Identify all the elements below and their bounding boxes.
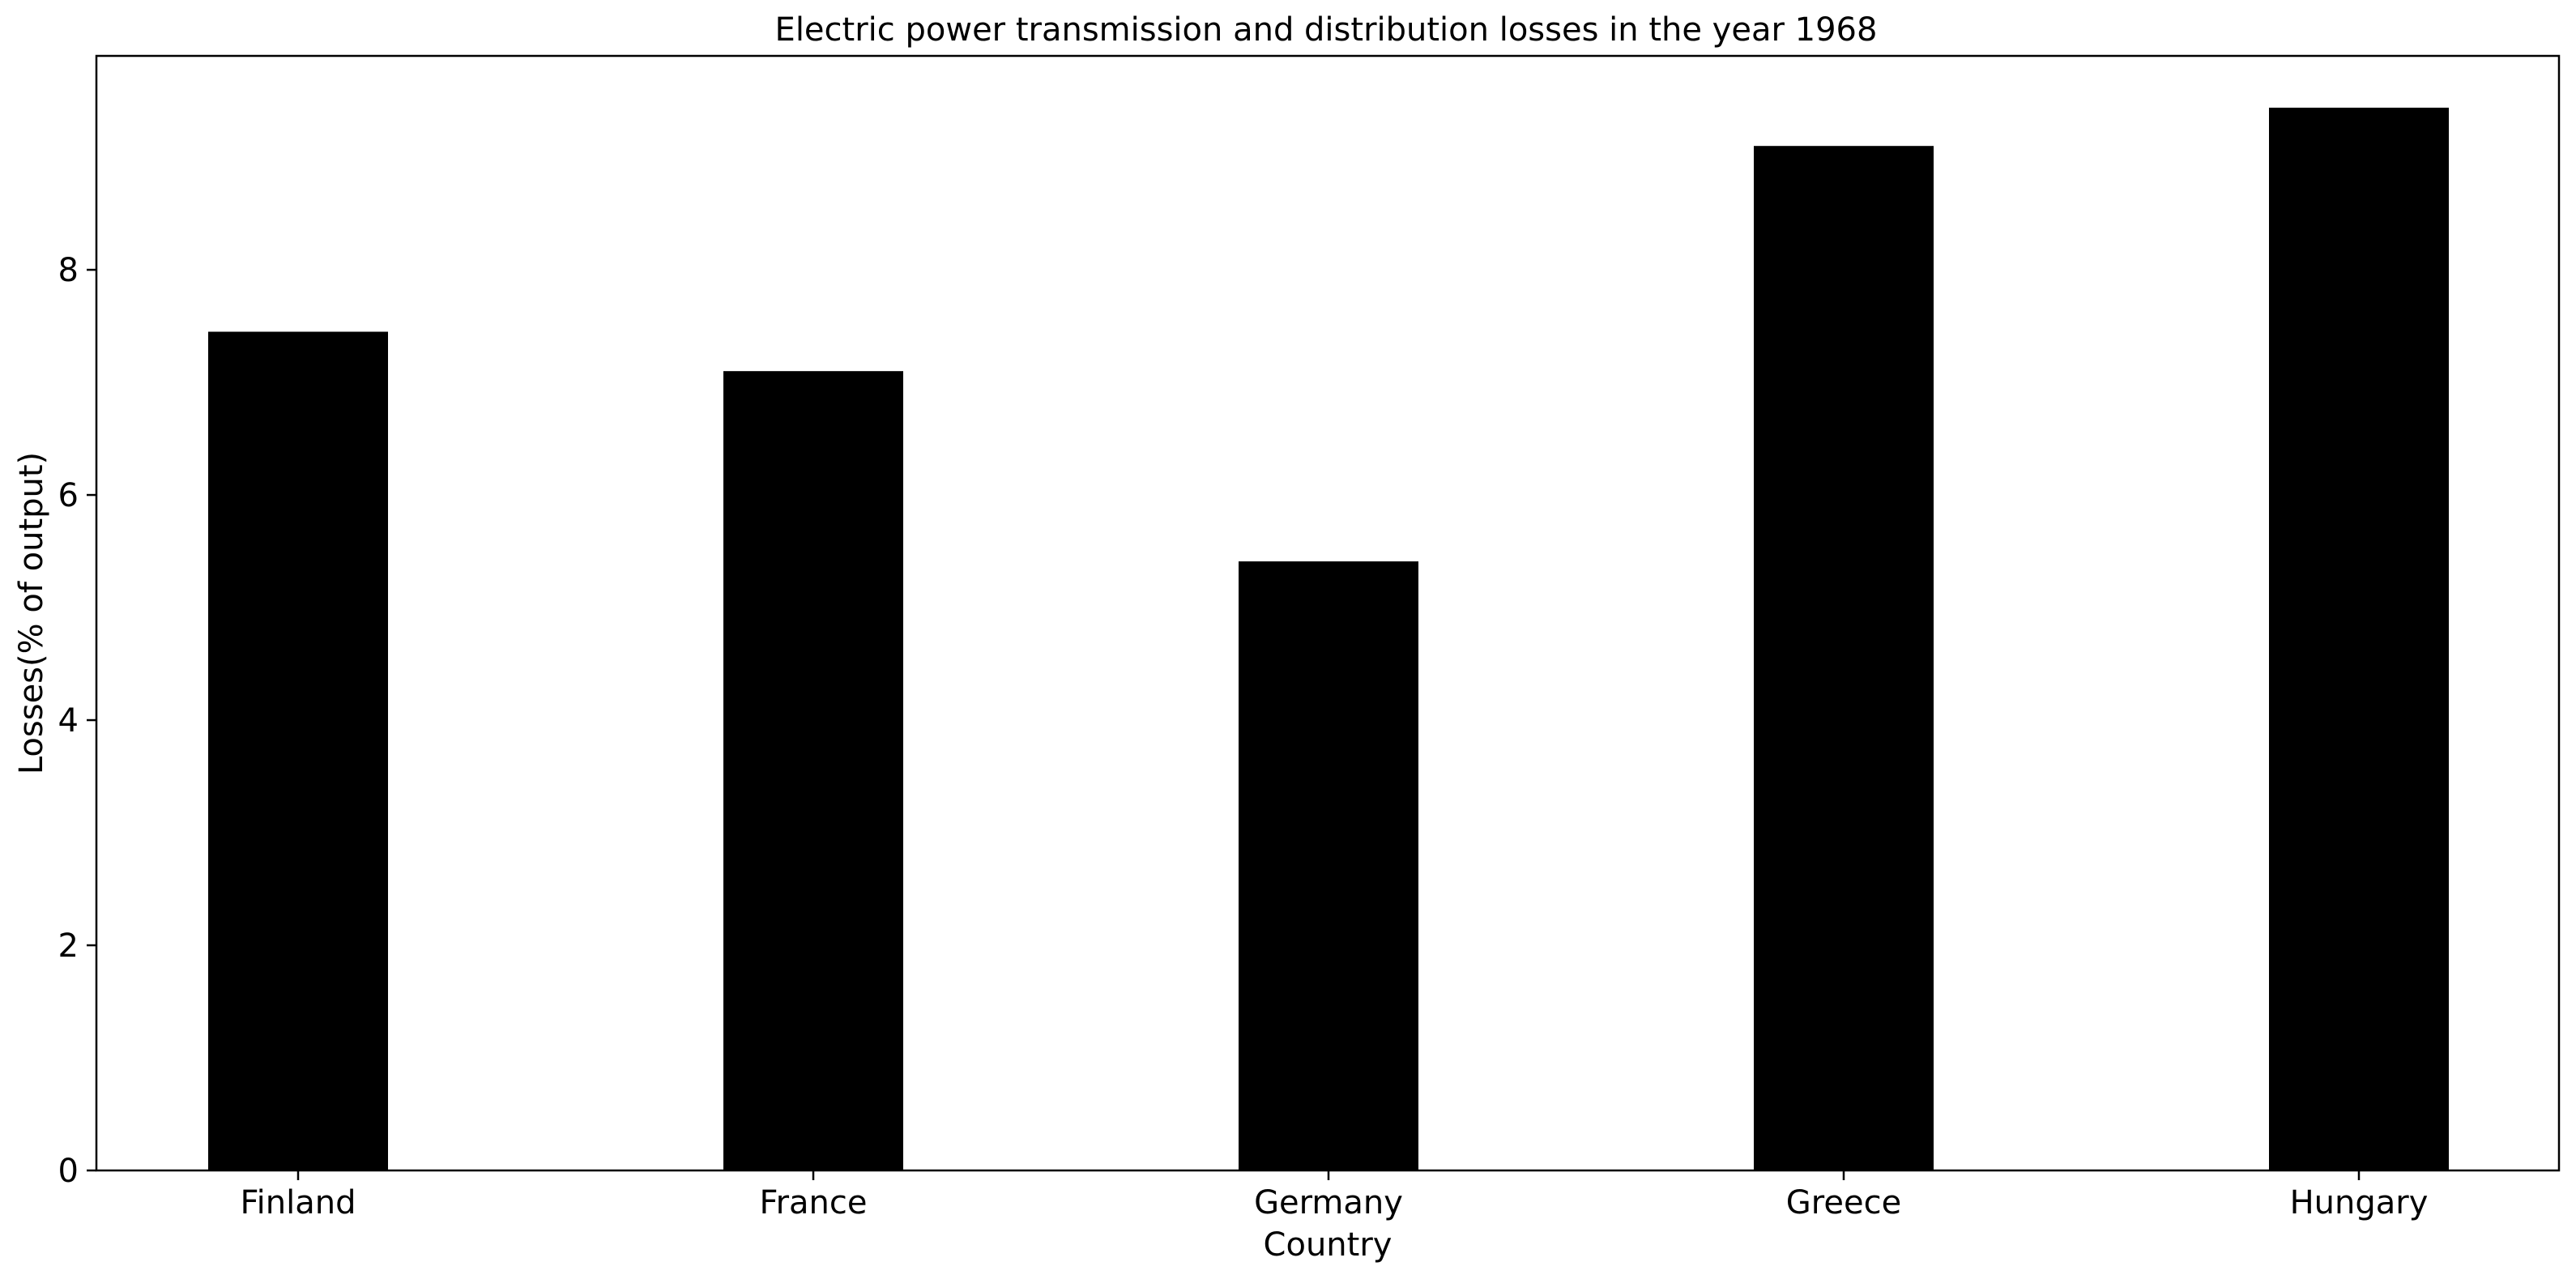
x-axis-label: Country	[1264, 1226, 1392, 1264]
y-tick-label: 6	[58, 477, 79, 514]
y-tick-label: 4	[58, 702, 79, 740]
y-axis: 0 2 4 6 8	[58, 252, 96, 1190]
x-tick-label: Germany	[1254, 1184, 1403, 1221]
plot-frame	[95, 54, 2561, 1172]
bar	[1754, 146, 1934, 1171]
x-tick-label: Greece	[1786, 1184, 1901, 1221]
bar	[208, 331, 388, 1170]
y-tick-label: 0	[58, 1153, 79, 1190]
y-axis-label: Losses(% of output)	[13, 452, 50, 774]
bar	[2269, 107, 2449, 1171]
x-tick-label: France	[759, 1184, 867, 1221]
y-tick-label: 2	[58, 927, 79, 965]
chart-title: Electric power transmission and distribu…	[775, 11, 1878, 49]
y-tick-label: 8	[58, 252, 79, 289]
bar	[1239, 561, 1418, 1170]
x-tick-label: Hungary	[2290, 1184, 2429, 1221]
bars-group	[208, 107, 2449, 1171]
x-axis: Finland France Germany Greece Hungary	[241, 1170, 2429, 1221]
x-tick-label: Finland	[241, 1184, 356, 1221]
bar	[723, 371, 903, 1170]
